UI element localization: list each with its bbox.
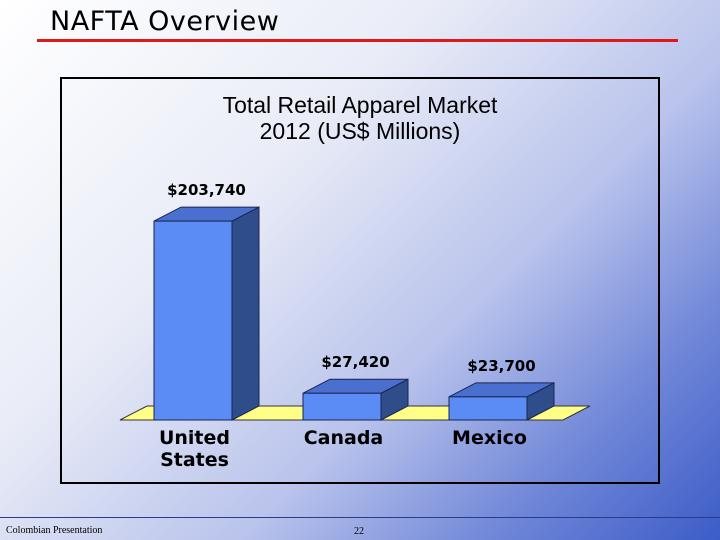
bar-0 bbox=[153, 220, 233, 421]
data-label-0: $203,740 bbox=[167, 181, 246, 199]
title-underline bbox=[37, 39, 678, 42]
category-label-0-1: States bbox=[160, 449, 229, 471]
footer-presentation-name: Colombian Presentation bbox=[6, 525, 103, 536]
footer-divider bbox=[0, 517, 720, 518]
chart-frame bbox=[60, 77, 660, 484]
data-label-2: $23,700 bbox=[467, 357, 535, 375]
page-number: 22 bbox=[354, 526, 364, 537]
category-label-1-0: Canada bbox=[304, 427, 384, 449]
bar-2 bbox=[448, 396, 528, 421]
category-label-2-0: Mexico bbox=[452, 427, 527, 449]
chart-title-line-1: Total Retail Apparel Market bbox=[222, 92, 498, 118]
bar-1 bbox=[302, 392, 382, 421]
slide-title: NAFTA Overview bbox=[50, 6, 280, 37]
chart-title-line-2: 2012 (US$ Millions) bbox=[259, 118, 461, 144]
chart-title: Total Retail Apparel Market 2012 (US$ Mi… bbox=[0, 92, 720, 144]
category-label-0-0: United bbox=[159, 427, 230, 449]
bar-side-0 bbox=[231, 206, 260, 421]
data-label-1: $27,420 bbox=[321, 353, 389, 371]
